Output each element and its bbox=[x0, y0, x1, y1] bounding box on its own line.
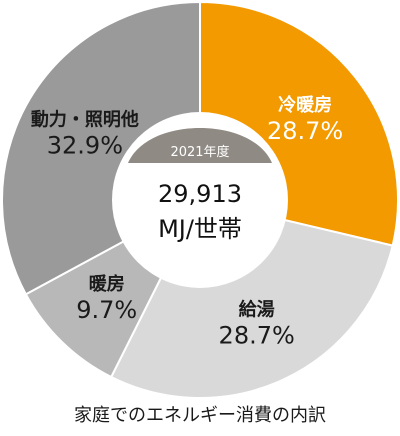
total-value: 29,913 bbox=[158, 180, 242, 208]
slice-name-label: 給湯 bbox=[239, 298, 275, 320]
slice-name-label: 冷暖房 bbox=[278, 94, 332, 116]
year-badge bbox=[128, 128, 272, 163]
chart-caption: 家庭でのエネルギー消費の内訳 bbox=[74, 405, 326, 426]
slice-name-label: 動力・照明他 bbox=[31, 108, 139, 130]
slice-percent-label: 32.9% bbox=[47, 131, 123, 159]
slice-percent-label: 9.7% bbox=[76, 296, 137, 324]
slice-percent-label: 28.7% bbox=[219, 321, 295, 349]
total-unit: MJ/世帯 bbox=[158, 215, 242, 243]
slice-group bbox=[1, 0, 399, 399]
year-badge-label: 2021年度 bbox=[170, 144, 229, 160]
slice-percent-label: 28.7% bbox=[267, 117, 343, 145]
slice-name-label: 暖房 bbox=[89, 273, 125, 295]
